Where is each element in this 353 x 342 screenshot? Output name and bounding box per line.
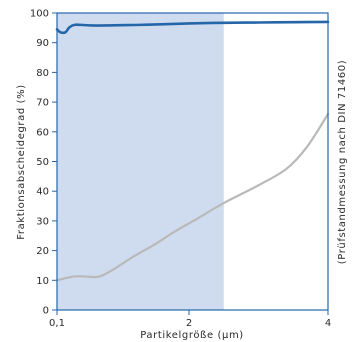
axes-layer: 0 10 20 30 40 50 60 70 80 90 100 0,1 2 4 xyxy=(30,9,331,330)
y-tick-label-40: 40 xyxy=(36,187,49,198)
y-axis-title: Fraktionsabscheidegrad (%) xyxy=(16,84,27,239)
x-tick-label-4: 4 xyxy=(325,318,331,329)
x-tick-label-0,1: 0,1 xyxy=(49,318,65,329)
y-tick-label-50: 50 xyxy=(36,157,49,168)
y-tick-label-60: 60 xyxy=(36,127,49,138)
y-tick-label-70: 70 xyxy=(36,98,49,109)
y-tick-label-80: 80 xyxy=(36,68,49,79)
series-line-1 xyxy=(55,112,330,282)
series-line-0 xyxy=(55,20,330,35)
right-side-note: (Prüfstandmessung nach DIN 71460) xyxy=(337,60,348,265)
y-tick-label-0: 0 xyxy=(43,306,49,317)
labels-layer: Fraktionsabscheidegrad (%) (Prüfstandmes… xyxy=(16,60,348,341)
y-tick-label-100: 100 xyxy=(30,9,49,20)
shade-layer xyxy=(57,13,224,310)
series-layer xyxy=(55,20,330,282)
y-tick-label-90: 90 xyxy=(36,38,49,49)
x-tick-label-2: 2 xyxy=(186,318,192,329)
y-tick-label-10: 10 xyxy=(36,276,49,287)
y-tick-label-20: 20 xyxy=(36,246,49,257)
y-tick-label-30: 30 xyxy=(36,216,49,227)
x-axis-title: Partikelgröße (µm) xyxy=(140,330,244,341)
shaded-region xyxy=(57,13,224,310)
